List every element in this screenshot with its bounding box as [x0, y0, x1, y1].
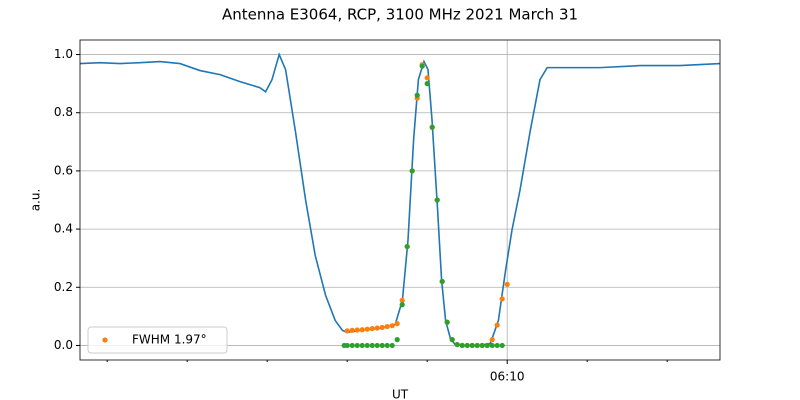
- point: [429, 124, 435, 130]
- point: [344, 328, 350, 334]
- point: [499, 342, 505, 349]
- point: [454, 341, 460, 348]
- y-tick-label: 0.2: [54, 280, 73, 294]
- point: [354, 342, 360, 349]
- point: [379, 342, 385, 349]
- point: [394, 337, 400, 343]
- point: [384, 323, 390, 330]
- point: [489, 342, 495, 349]
- point: [474, 342, 480, 349]
- point: [399, 297, 405, 303]
- x-tick-label: 06:10: [490, 370, 525, 384]
- point: [494, 342, 500, 349]
- point: [434, 197, 440, 203]
- point: [384, 342, 390, 349]
- point: [399, 302, 405, 308]
- legend-marker: [102, 337, 108, 343]
- y-tick-label: 0.0: [54, 338, 73, 352]
- point: [449, 337, 455, 343]
- point: [489, 337, 495, 343]
- chart-title: Antenna E3064, RCP, 3100 MHz 2021 March …: [222, 6, 578, 24]
- y-tick-label: 0.8: [54, 105, 73, 119]
- point: [374, 325, 380, 331]
- point: [404, 243, 410, 250]
- point: [444, 319, 450, 325]
- axes-frame: [79, 39, 721, 361]
- point: [424, 75, 430, 81]
- x-axis-label: UT: [392, 388, 409, 400]
- point: [354, 327, 360, 333]
- point: [484, 342, 490, 349]
- point: [369, 342, 375, 349]
- point: [359, 342, 365, 349]
- point: [469, 342, 475, 349]
- point: [499, 296, 505, 302]
- point: [439, 278, 445, 285]
- point: [424, 81, 430, 87]
- point: [364, 342, 370, 349]
- y-tick-label: 0.6: [54, 163, 73, 177]
- point: [349, 342, 355, 349]
- point: [409, 168, 415, 174]
- point: [419, 63, 425, 69]
- point: [379, 324, 385, 331]
- point: [464, 342, 470, 349]
- point: [389, 323, 395, 329]
- point: [374, 342, 380, 349]
- point: [504, 281, 510, 287]
- point: [364, 326, 370, 332]
- point: [344, 342, 350, 349]
- point: [494, 322, 500, 328]
- legend-box: [87, 326, 228, 354]
- point: [359, 327, 365, 333]
- point: [349, 327, 355, 333]
- line: [79, 52, 721, 347]
- y-tick-label: 0.4: [54, 222, 73, 236]
- point: [479, 342, 485, 349]
- point: [369, 325, 375, 332]
- y-axis-label: a.u.: [29, 189, 43, 212]
- point: [394, 321, 400, 327]
- point: [414, 92, 420, 98]
- point: [389, 342, 395, 349]
- legend-label: FWHM 1.97°: [132, 333, 207, 347]
- y-tick-label: 1.0: [54, 47, 73, 61]
- point: [459, 342, 465, 349]
